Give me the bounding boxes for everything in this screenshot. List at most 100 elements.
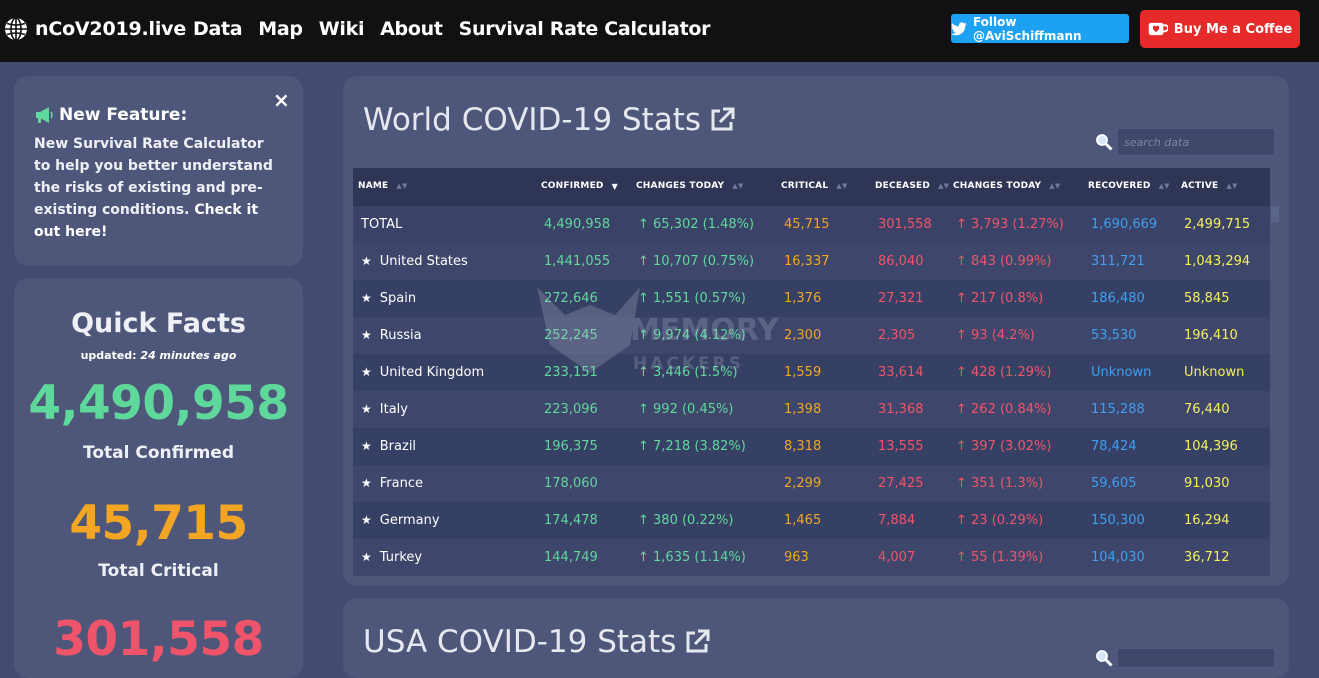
star-icon[interactable]: ★ xyxy=(361,254,372,268)
search-data-input[interactable] xyxy=(1117,128,1275,156)
cell-critical: 1,465 xyxy=(784,513,822,528)
sort-icon: ▲▼ xyxy=(836,182,848,190)
header-name[interactable]: NAME ▲▼ xyxy=(358,181,408,191)
cell-critical: 2,300 xyxy=(784,328,822,343)
quick-facts-card xyxy=(14,278,303,678)
cell-active: 104,396 xyxy=(1184,439,1238,454)
search-icon xyxy=(1096,650,1113,667)
cell-deceased: 33,614 xyxy=(878,365,924,380)
header-critical-label: CRITICAL xyxy=(781,181,829,191)
header-recovered[interactable]: RECOVERED ▲▼ xyxy=(1088,181,1170,191)
cell-active: 91,030 xyxy=(1184,476,1230,491)
usa-search xyxy=(1095,648,1275,668)
coffee-cup-icon xyxy=(1148,22,1168,36)
new-feature-description: New Survival Rate Calculator to help you… xyxy=(34,133,279,243)
header-confirmed[interactable]: CONFIRMED ▼ xyxy=(541,181,618,191)
cell-name: TOTAL xyxy=(361,217,402,232)
top-navbar: nCoV2019.live Data Map Wiki About Surviv… xyxy=(0,0,1319,62)
star-icon[interactable]: ★ xyxy=(361,439,372,453)
world-stats-heading: World COVID-19 Stats xyxy=(363,102,735,138)
nav-link-wiki[interactable]: Wiki xyxy=(318,18,365,40)
nav-links: Data Map Wiki About Survival Rate Calcul… xyxy=(193,18,726,40)
cell-critical: 1,376 xyxy=(784,291,822,306)
cell-changes-today: ↑ 7,218 (3.82%) xyxy=(638,439,746,454)
close-feature-button[interactable]: × xyxy=(273,88,290,112)
cell-deceased-changes: ↑ 217 (0.8%) xyxy=(956,291,1044,306)
usa-search-input[interactable] xyxy=(1117,648,1275,668)
country-name: Turkey xyxy=(379,550,423,565)
nav-link-data[interactable]: Data xyxy=(193,18,243,40)
cell-deceased: 301,558 xyxy=(878,217,932,232)
country-name: United Kingdom xyxy=(379,365,485,380)
sort-icon: ▲▼ xyxy=(732,182,744,190)
new-feature-text: New Survival Rate Calculator to help you… xyxy=(34,136,273,218)
external-link-icon[interactable] xyxy=(709,107,735,133)
table-row[interactable]: ★ United Kingdom 233,151 ↑ 3,446 (1.5%) 1,55… xyxy=(353,354,1270,391)
table-row-total[interactable]: TOTAL 4,490,958 ↑ 65,302 (1.48%) 45,715 301,… xyxy=(353,206,1270,243)
usa-stats-heading: USA COVID-19 Stats xyxy=(363,624,710,660)
table-row[interactable]: ★ Russia 252,245 ↑ 9,974 (4.12%) 2,300 2,305 ↑… xyxy=(353,317,1270,354)
cell-active: 58,845 xyxy=(1184,291,1230,306)
brand[interactable]: nCoV2019.live xyxy=(4,17,186,41)
total-critical-label: Total Critical xyxy=(98,561,219,581)
star-icon[interactable]: ★ xyxy=(361,402,372,416)
header-deceased-changes-today[interactable]: CHANGES TODAY ▲▼ xyxy=(953,181,1060,191)
table-row[interactable]: ★ Brazil 196,375 ↑ 7,218 (3.82%) 8,318 13,555… xyxy=(353,428,1270,465)
sort-icon: ▲▼ xyxy=(1226,182,1238,190)
cell-confirmed: 272,646 xyxy=(544,291,598,306)
check-it-out-link[interactable]: Check it out here! xyxy=(34,202,259,240)
brand-name: nCoV2019.live xyxy=(35,18,187,40)
cell-recovered: Unknown xyxy=(1091,365,1152,380)
table-row[interactable]: ★ Germany 174,478 ↑ 380 (0.22%) 1,465 7,884 ↑ … xyxy=(353,502,1270,539)
table-row[interactable]: ★ Spain 272,646 ↑ 1,551 (0.57%) 1,376 27,321 ↑… xyxy=(353,280,1270,317)
table-scrollbar[interactable] xyxy=(1271,206,1279,222)
cell-changes-today: ↑ 1,635 (1.14%) xyxy=(638,550,746,565)
cell-name: ★ Russia xyxy=(361,328,422,343)
new-feature-heading: New Feature: xyxy=(34,105,187,125)
cell-deceased-changes: ↑ 93 (4.2%) xyxy=(956,328,1035,343)
cell-critical: 1,398 xyxy=(784,402,822,417)
star-icon[interactable]: ★ xyxy=(361,476,372,490)
cell-deceased-changes: ↑ 23 (0.29%) xyxy=(956,513,1044,528)
star-icon[interactable]: ★ xyxy=(361,513,372,527)
star-icon[interactable]: ★ xyxy=(361,365,372,379)
header-critical[interactable]: CRITICAL ▲▼ xyxy=(781,181,847,191)
world-search xyxy=(1095,128,1275,156)
header-active-label: ACTIVE xyxy=(1181,181,1219,191)
new-feature-card xyxy=(14,76,303,266)
cell-recovered: 150,300 xyxy=(1091,513,1145,528)
table-row[interactable]: ★ Turkey 144,749 ↑ 1,635 (1.14%) 963 4,007 ↑ 5… xyxy=(353,539,1270,576)
country-name: Russia xyxy=(379,328,422,343)
cell-deceased-changes: ↑ 351 (1.3%) xyxy=(956,476,1044,491)
star-icon[interactable]: ★ xyxy=(361,291,372,305)
cell-critical: 45,715 xyxy=(784,217,830,232)
table-row[interactable]: ★ United States 1,441,055 ↑ 10,707 (0.75%) 1… xyxy=(353,243,1270,280)
nav-link-map[interactable]: Map xyxy=(258,18,303,40)
nav-link-survival-calculator[interactable]: Survival Rate Calculator xyxy=(458,18,711,40)
table-row[interactable]: ★ France 178,060 2,299 27,425 ↑ 351 (1.3%) 59,… xyxy=(353,465,1270,502)
twitter-bird-icon xyxy=(951,21,967,35)
twitter-follow-button[interactable]: Follow @AviSchiffmann xyxy=(951,14,1129,43)
cell-deceased: 7,884 xyxy=(878,513,916,528)
header-changes-today[interactable]: CHANGES TODAY ▲▼ xyxy=(636,181,743,191)
cell-confirmed: 178,060 xyxy=(544,476,598,491)
header-active[interactable]: ACTIVE ▲▼ xyxy=(1181,181,1238,191)
cell-deceased: 31,368 xyxy=(878,402,924,417)
nav-link-about[interactable]: About xyxy=(380,18,443,40)
external-link-icon[interactable] xyxy=(684,629,710,655)
quick-facts-title: Quick Facts xyxy=(71,308,246,339)
star-icon[interactable]: ★ xyxy=(361,550,372,564)
cell-deceased: 4,007 xyxy=(878,550,916,565)
globe-icon xyxy=(5,17,27,41)
table-row[interactable]: ★ Italy 223,096 ↑ 992 (0.45%) 1,398 31,368 ↑ 2… xyxy=(353,391,1270,428)
cell-name: ★ Spain xyxy=(361,291,416,306)
cell-confirmed: 233,151 xyxy=(544,365,598,380)
star-icon[interactable]: ★ xyxy=(361,328,372,342)
header-deceased[interactable]: DECEASED ▲▼ xyxy=(875,181,949,191)
header-deceased-label: DECEASED xyxy=(875,181,931,191)
cell-deceased: 27,425 xyxy=(878,476,924,491)
cell-recovered: 1,690,669 xyxy=(1091,217,1158,232)
buy-me-a-coffee-button[interactable]: Buy Me a Coffee xyxy=(1140,10,1300,48)
cell-name: ★ United Kingdom xyxy=(361,365,484,380)
cell-changes-today: ↑ 65,302 (1.48%) xyxy=(638,217,755,232)
